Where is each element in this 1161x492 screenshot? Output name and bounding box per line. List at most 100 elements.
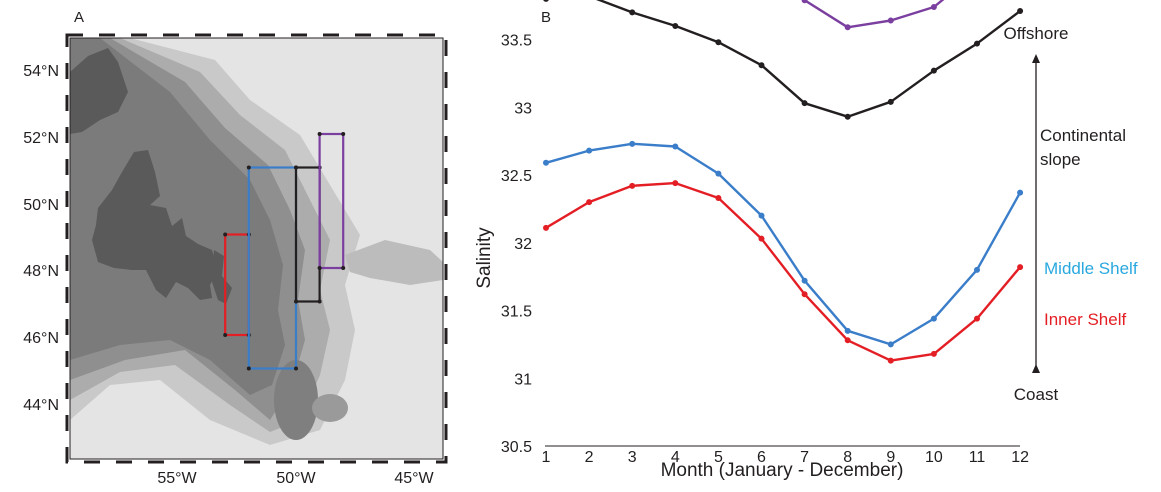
- panel-a-label: A: [74, 9, 84, 26]
- inner-shelf-shading: [70, 38, 285, 395]
- x-tick-label: 6: [757, 449, 766, 466]
- y-axis-title: Salinity: [474, 227, 495, 289]
- bathymetry-map: [70, 38, 443, 459]
- data-point-middle-shelf: [930, 315, 937, 322]
- box-corner-offshore: [341, 266, 346, 270]
- box-corner-offshore: [341, 132, 346, 136]
- box-corner-middle-shelf: [294, 366, 298, 371]
- data-point-continental-slope: [715, 39, 722, 46]
- data-point-inner-shelf: [844, 337, 851, 344]
- panel-a: A 54°N 52°N 50°N 48°N 46°N 44°N 55°: [23, 9, 448, 487]
- x-tick-label: 9: [886, 449, 895, 466]
- data-point-inner-shelf: [672, 180, 679, 187]
- data-point-inner-shelf: [887, 357, 894, 364]
- lat-label-52: 52°N: [23, 130, 59, 147]
- data-point-inner-shelf: [930, 350, 937, 357]
- data-point-middle-shelf: [1017, 189, 1024, 196]
- data-point-middle-shelf: [629, 140, 636, 147]
- data-point-inner-shelf: [543, 224, 549, 231]
- box-corner-offshore: [317, 132, 322, 136]
- series-lines: [543, 0, 1024, 364]
- data-point-inner-shelf: [758, 235, 765, 242]
- data-point-middle-shelf: [887, 341, 894, 348]
- data-point-middle-shelf: [543, 159, 549, 166]
- data-point-middle-shelf: [715, 170, 722, 177]
- lat-label-48: 48°N: [23, 263, 59, 280]
- data-point-offshore: [930, 3, 937, 10]
- x-tick-labels: 1 2 3 4 5 6 7 8 9 10 11 12: [542, 449, 1030, 466]
- data-point-middle-shelf: [758, 212, 765, 219]
- box-corner-continental-slope: [294, 165, 298, 170]
- map-frame: [69, 37, 444, 460]
- x-tick-label: 7: [800, 449, 809, 466]
- data-point-continental-slope: [801, 100, 808, 107]
- data-point-continental-slope: [672, 22, 679, 29]
- inner-shelf-annotation: Inner Shelf: [1044, 310, 1126, 329]
- x-axis-title: Month (January - December): [661, 460, 904, 481]
- x-tick-label: 8: [843, 449, 852, 466]
- y-tick-label: 30.5: [501, 439, 532, 456]
- slope-annotation-line1: Continental: [1040, 126, 1126, 145]
- data-point-continental-slope: [887, 98, 894, 105]
- box-corner-middle-shelf: [246, 366, 251, 371]
- series-line-offshore: [802, 0, 945, 29]
- data-point-offshore: [844, 24, 851, 31]
- grand-bank-feature: [274, 360, 318, 440]
- lat-label-50: 50°N: [23, 197, 59, 214]
- data-point-continental-slope: [758, 62, 765, 69]
- series-line-continental-slope: [546, 0, 1021, 118]
- data-point-offshore: [887, 17, 894, 24]
- data-point-continental-slope: [974, 40, 980, 47]
- y-tick-label: 33: [514, 100, 532, 117]
- x-tick-label: 11: [969, 449, 986, 466]
- y-tick-label: 32.5: [501, 168, 532, 185]
- y-tick-label: 31.5: [501, 304, 532, 321]
- lat-label-44: 44°N: [23, 397, 59, 414]
- x-tick-label: 5: [714, 449, 723, 466]
- flemish-pass-shading: [345, 240, 443, 285]
- labrador-land: [70, 48, 128, 134]
- data-point-continental-slope: [930, 67, 937, 74]
- box-corner-inner-shelf: [223, 232, 228, 237]
- lon-label-50: 50°W: [276, 470, 316, 487]
- data-point-offshore: [801, 0, 808, 4]
- data-point-continental-slope: [1017, 8, 1024, 15]
- offshore-annotation: Offshore: [1004, 24, 1069, 43]
- x-tick-label: 1: [542, 449, 551, 466]
- sampling-boxes: [223, 132, 346, 371]
- lat-label-54: 54°N: [23, 63, 59, 80]
- data-point-middle-shelf: [586, 147, 593, 154]
- bank-feature: [312, 394, 348, 422]
- slope-annotation-line2: slope: [1040, 150, 1081, 169]
- box-offshore: [318, 132, 345, 270]
- box-corner-continental-slope: [294, 299, 298, 304]
- series-line-inner-shelf: [545, 181, 1022, 362]
- x-tick-label: 12: [1011, 449, 1029, 466]
- lon-label-45: 45°W: [394, 470, 434, 487]
- lon-label-55: 55°W: [157, 470, 197, 487]
- x-tick-label: 4: [671, 449, 680, 466]
- box-corner-inner-shelf: [223, 333, 228, 337]
- x-tick-label: 10: [925, 449, 943, 466]
- series-line-middle-shelf: [545, 142, 1022, 346]
- y-tick-label: 31: [514, 371, 532, 388]
- newfoundland-land: [92, 150, 218, 300]
- data-point-inner-shelf: [801, 291, 808, 298]
- data-point-inner-shelf: [1017, 264, 1024, 271]
- data-point-continental-slope: [543, 0, 549, 2]
- data-point-inner-shelf: [715, 195, 722, 202]
- data-point-middle-shelf: [801, 277, 808, 284]
- data-point-middle-shelf: [974, 266, 980, 273]
- data-point-middle-shelf: [844, 327, 851, 334]
- x-tick-label: 3: [628, 449, 637, 466]
- avalon-land: [212, 250, 232, 304]
- box-corner-continental-slope: [317, 299, 322, 304]
- coast-annotation: Coast: [1014, 385, 1059, 404]
- data-point-continental-slope: [629, 9, 636, 16]
- box-corner-middle-shelf: [246, 165, 251, 170]
- x-tick-label: 2: [585, 449, 594, 466]
- y-tick-label: 32: [514, 236, 532, 253]
